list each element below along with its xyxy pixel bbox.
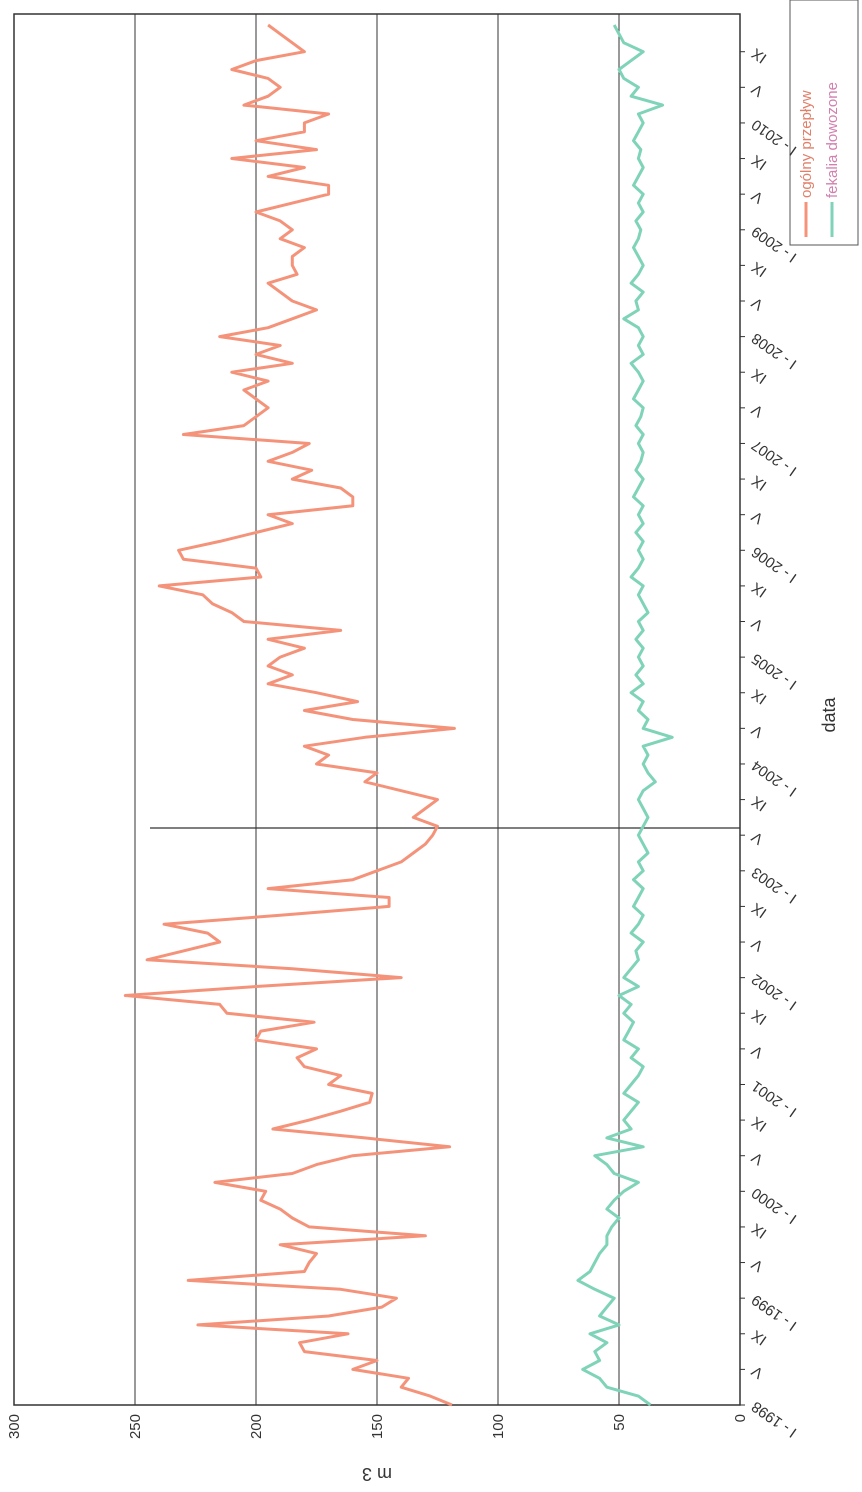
legend-label: fekalia dowozone <box>824 82 841 198</box>
series-line <box>576 24 674 1407</box>
x-axis-title: data <box>819 697 839 733</box>
legend-label: ogólny przepływ <box>798 90 815 198</box>
y-tick-label: 100 <box>490 1414 507 1439</box>
y-tick-label: 200 <box>248 1414 265 1439</box>
y-tick-label: 300 <box>6 1414 23 1439</box>
y-tick-label: 50 <box>611 1414 628 1431</box>
y-axis-title: m 3 <box>362 1464 392 1484</box>
y-tick-label: 250 <box>127 1414 144 1439</box>
y-tick-label: 0 <box>732 1414 749 1422</box>
y-tick-label: 150 <box>369 1414 386 1439</box>
series-line <box>123 23 456 1407</box>
legend-box <box>789 0 859 246</box>
